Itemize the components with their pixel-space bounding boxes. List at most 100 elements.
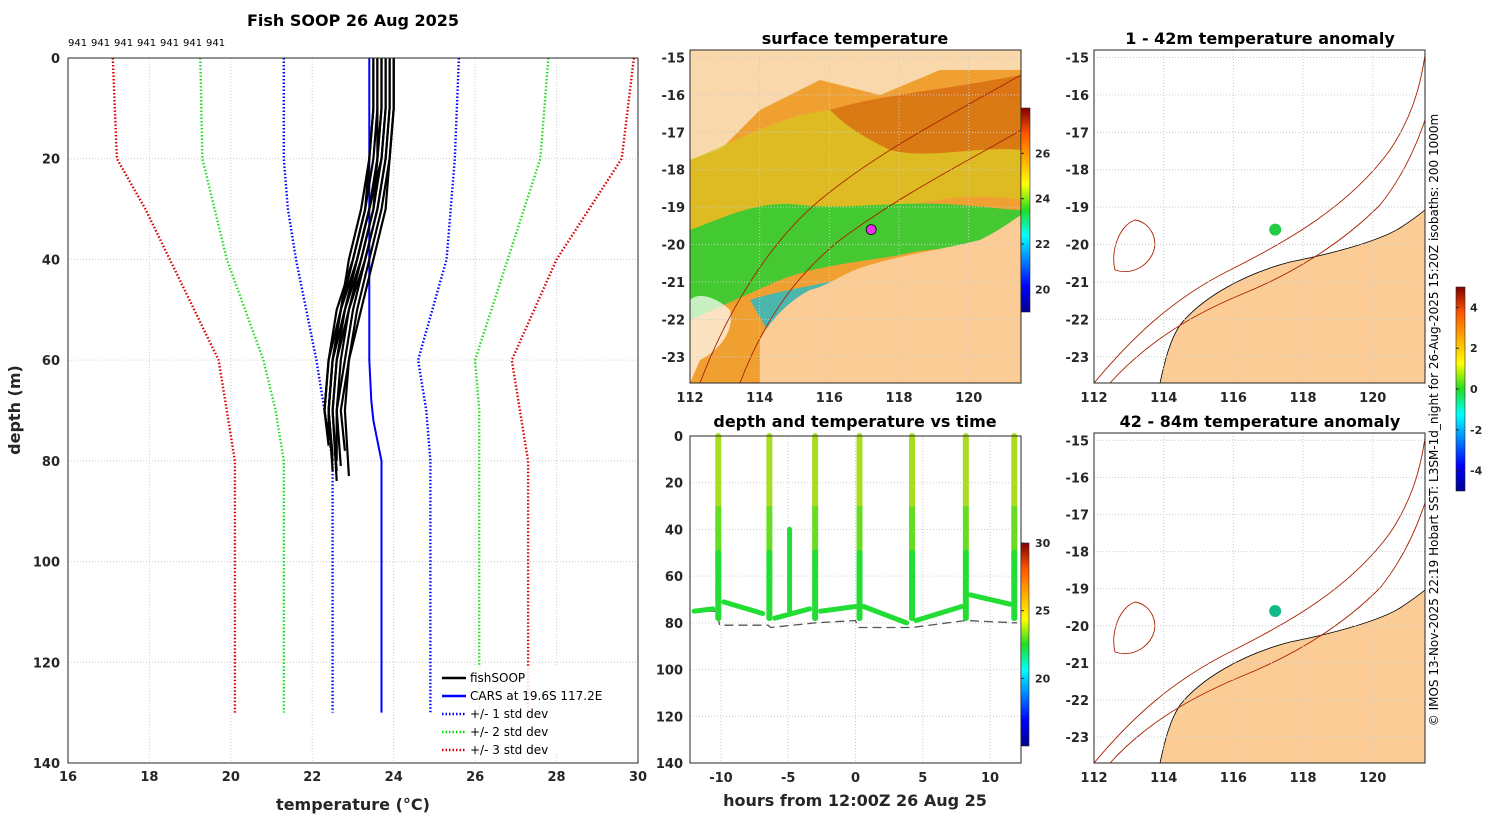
xtick-label: 112	[676, 391, 703, 406]
profile-xlabel: temperature (°C)	[276, 795, 430, 814]
xtick-label: -5	[781, 771, 795, 786]
ytick-label: -19	[662, 201, 686, 216]
anomaly1-panel: 1 - 42m temperature anomaly 112 114 116 118…	[1066, 29, 1426, 406]
xtick-label: 118	[1289, 391, 1316, 406]
xtick-label: 5	[918, 771, 927, 786]
ytick-label: -15	[1066, 51, 1090, 66]
depth-time-xticks: -10 -5 0 5 10	[709, 771, 999, 786]
bottom-track	[913, 604, 965, 624]
ytick-label: -17	[1066, 126, 1090, 141]
ytick-label: 120	[656, 710, 683, 725]
sst-colorbar	[1020, 107, 1031, 313]
xtick-label: 18	[140, 770, 158, 785]
colorbar-tick-label: 26	[1035, 147, 1051, 160]
ytick-label: -21	[1066, 276, 1090, 291]
anomaly1-frame	[1093, 49, 1426, 384]
ytick-label: -16	[1066, 89, 1090, 104]
bottom-track	[721, 599, 766, 617]
std-lower-s3	[111, 57, 237, 713]
anomaly1-map	[1094, 50, 1425, 383]
top-label: 941	[137, 38, 156, 49]
ytick-label: 40	[42, 253, 60, 268]
depth-time-frame	[689, 435, 1022, 764]
colorbar-tick-label: 30	[1035, 537, 1051, 550]
top-label: 941	[206, 38, 225, 49]
profile-ylabel: depth (m)	[5, 365, 24, 455]
profile-yticks: 0 20 40 60 80 100 120 140	[33, 52, 60, 772]
depth-time-colorbar-ticks: 20 25 30	[1021, 537, 1051, 685]
ytick-label: -16	[662, 89, 686, 104]
std-upper-s1	[416, 57, 461, 713]
ytick-label: -16	[1066, 471, 1090, 486]
sst-panel: surface temperature 112 114 116 118 120 -15-…	[662, 29, 1051, 406]
anomaly1-yticks: -15 -16 -17 -18 -19 -20 -21 -22 -23	[1066, 51, 1090, 365]
colorbar-tick-label: 25	[1035, 605, 1050, 618]
ytick-label: 80	[665, 617, 683, 632]
profile-title: Fish SOOP 26 Aug 2025	[247, 11, 459, 30]
sst-colorbar-ticks: 20 22 24 26	[1021, 147, 1051, 296]
sst-yticks: -15 -16 -17 -18 -19 -20 -21 -22 -23	[662, 51, 686, 365]
ytick-label: -18	[1066, 546, 1090, 561]
anomaly1-xticks: 112 114 116 118 120	[1080, 391, 1386, 406]
colorbar-tick-label: 24	[1035, 193, 1051, 206]
ytick-label: 0	[674, 430, 683, 445]
anomaly1-isobath-1000	[1094, 54, 1425, 383]
ytick-label: -19	[1066, 201, 1090, 216]
ytick-label: 100	[656, 664, 683, 679]
depth-time-xlabel: hours from 12:00Z 26 Aug 25	[723, 791, 987, 810]
sst-title: surface temperature	[762, 29, 949, 48]
xtick-label: 116	[1220, 391, 1247, 406]
xtick-label: -10	[709, 771, 733, 786]
ytick-label: 60	[42, 354, 60, 369]
anomaly2-isobath-1000	[1094, 437, 1425, 763]
depth-time-colorbar	[1020, 542, 1030, 747]
ytick-label: -15	[1066, 434, 1090, 449]
sst-xticks: 112 114 116 118 120	[676, 391, 982, 406]
ytick-label: -20	[662, 239, 686, 254]
xtick-label: 112	[1080, 771, 1107, 786]
std-upper-s2	[473, 57, 550, 713]
depth-time-data	[691, 433, 1018, 629]
profile-xticks: 16 18 20 22 24 26 28 30	[59, 770, 647, 785]
colorbar-tick-label: 22	[1035, 238, 1050, 251]
ytick-label: -21	[662, 276, 686, 291]
anomaly2-plateau	[1113, 601, 1156, 655]
xtick-label: 0	[851, 771, 860, 786]
anomaly2-land	[1159, 589, 1425, 763]
ytick-label: -15	[662, 51, 686, 66]
xtick-label: 114	[746, 391, 773, 406]
anomaly1-plateau	[1113, 219, 1156, 273]
ytick-label: -20	[1066, 620, 1090, 635]
ytick-label: 20	[665, 477, 683, 492]
colorbar-tick-label: 20	[1035, 672, 1051, 685]
std-upper-s3	[510, 57, 636, 713]
depth-time-panel: depth and temperature vs time -10 -5 0 5 10 …	[656, 412, 1051, 810]
ytick-label: -22	[1066, 694, 1090, 709]
ytick-label: -18	[1066, 164, 1090, 179]
colorbar-tick-label: 0	[1470, 383, 1478, 396]
xtick-label: 118	[885, 391, 912, 406]
sst-green-band	[690, 203, 1021, 320]
ytick-label: 60	[665, 570, 683, 585]
top-label: 941	[183, 38, 202, 49]
sst-isobath-200	[739, 129, 1021, 383]
anomaly2-frame	[1093, 432, 1426, 764]
xtick-label: 116	[816, 391, 843, 406]
colorbar-tick-label: 20	[1035, 283, 1051, 296]
xtick-label: 114	[1150, 771, 1177, 786]
legend-label: +/- 3 std dev	[470, 743, 548, 757]
bottom-track	[818, 604, 858, 614]
legend-label: fishSOOP	[470, 671, 525, 685]
top-label: 941	[160, 38, 179, 49]
side-caption: © IMOS 13-Nov-2025 22:19 Hobart SST: L3S…	[1427, 114, 1441, 726]
ytick-label: -23	[1066, 731, 1090, 746]
ytick-label: -18	[662, 164, 686, 179]
profile-top-labels: 941 941 941 941 941 941 941	[68, 38, 225, 49]
xtick-label: 28	[548, 770, 566, 785]
anomaly2-title: 42 - 84m temperature anomaly	[1120, 412, 1401, 431]
ytick-label: -22	[1066, 313, 1090, 328]
ytick-label: -23	[662, 351, 686, 366]
sst-location-marker	[865, 224, 877, 235]
bottom-track	[691, 606, 716, 614]
